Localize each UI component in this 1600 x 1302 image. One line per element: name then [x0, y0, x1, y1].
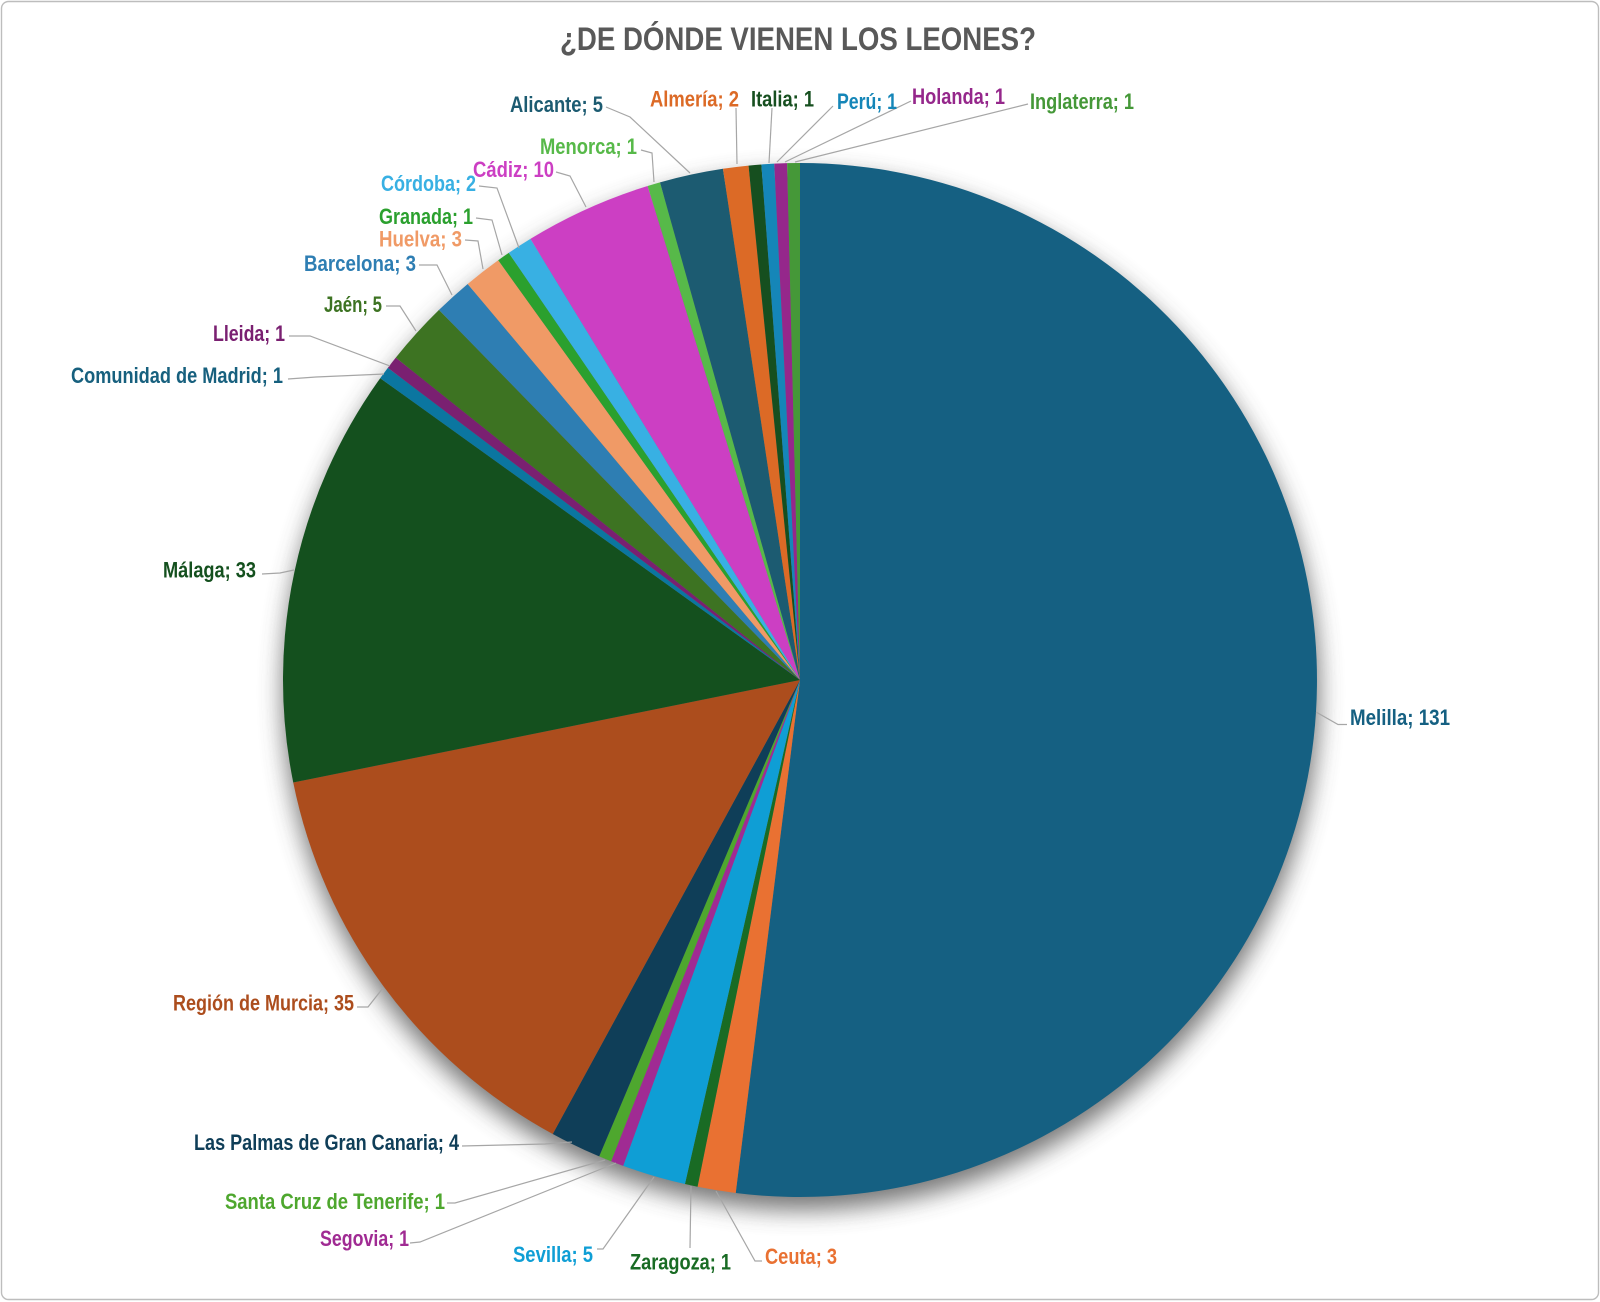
svg-text:Granada; 1: Granada; 1: [379, 204, 473, 229]
svg-text:Holanda; 1: Holanda; 1: [912, 84, 1005, 109]
svg-text:¿DE DÓNDE VIENEN LOS LEONES?: ¿DE DÓNDE VIENEN LOS LEONES?: [560, 21, 1036, 57]
svg-text:Segovia; 1: Segovia; 1: [320, 1226, 409, 1251]
svg-text:Ceuta; 3: Ceuta; 3: [765, 1244, 837, 1269]
svg-text:Santa Cruz de Tenerife; 1: Santa Cruz de Tenerife; 1: [225, 1189, 445, 1214]
svg-text:Almería; 2: Almería; 2: [650, 87, 739, 112]
svg-text:Jaén; 5: Jaén; 5: [324, 292, 382, 317]
svg-text:Zaragoza; 1: Zaragoza; 1: [630, 1250, 731, 1275]
svg-text:Perú; 1: Perú; 1: [837, 89, 897, 114]
svg-text:Alicante; 5: Alicante; 5: [510, 92, 603, 117]
svg-text:Cádiz; 10: Cádiz; 10: [473, 157, 554, 182]
svg-text:Italia; 1: Italia; 1: [751, 87, 814, 112]
svg-text:Huelva; 3: Huelva; 3: [379, 227, 462, 252]
svg-text:Menorca; 1: Menorca; 1: [540, 134, 637, 159]
svg-text:Región de Murcia; 35: Región de Murcia; 35: [173, 991, 354, 1016]
svg-text:Melilla; 131: Melilla; 131: [1350, 705, 1450, 730]
svg-text:Córdoba; 2: Córdoba; 2: [381, 171, 476, 196]
svg-text:Lleida; 1: Lleida; 1: [213, 321, 285, 346]
svg-text:Barcelona; 3: Barcelona; 3: [304, 251, 416, 276]
svg-text:Las Palmas de Gran Canaria; 4: Las Palmas de Gran Canaria; 4: [194, 1130, 460, 1155]
svg-text:Sevilla; 5: Sevilla; 5: [513, 1242, 593, 1267]
svg-text:Málaga; 33: Málaga; 33: [163, 558, 256, 583]
svg-text:Comunidad de Madrid; 1: Comunidad de Madrid; 1: [71, 363, 283, 388]
svg-text:Inglaterra; 1: Inglaterra; 1: [1030, 89, 1134, 114]
